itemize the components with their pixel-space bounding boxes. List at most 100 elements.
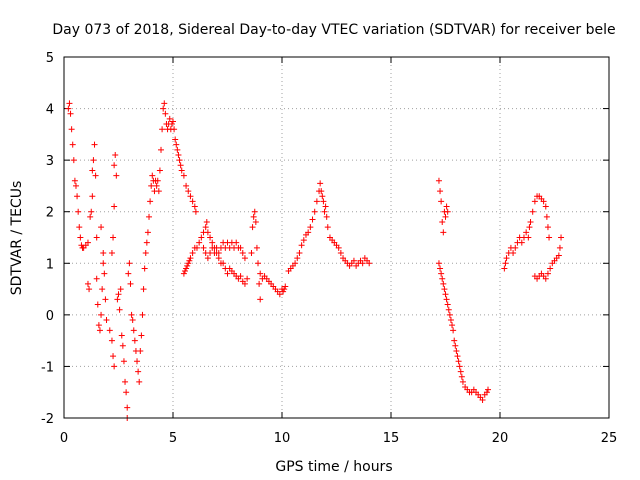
data-point <box>198 234 205 241</box>
data-point <box>189 249 196 256</box>
data-point <box>311 208 318 215</box>
data-point <box>185 188 192 195</box>
data-point <box>440 229 447 236</box>
data-point <box>86 286 93 293</box>
data-point <box>126 260 133 267</box>
data-point <box>184 262 191 269</box>
data-point <box>443 203 450 210</box>
y-tick-label: -2 <box>41 412 54 427</box>
x-tick-label: 15 <box>383 431 400 446</box>
data-point <box>501 265 508 272</box>
data-point <box>103 317 110 324</box>
data-point <box>174 146 181 153</box>
y-tick-label: -1 <box>41 360 54 375</box>
data-point <box>556 244 563 251</box>
data-point <box>67 110 74 117</box>
y-axis-label: SDTVAR / TECUs <box>9 181 25 296</box>
data-point <box>143 239 150 246</box>
data-point <box>296 249 303 256</box>
data-point <box>437 265 444 272</box>
data-point <box>115 291 122 298</box>
data-point <box>292 260 299 267</box>
data-point <box>244 275 251 282</box>
data-point <box>161 100 168 107</box>
data-point <box>69 141 76 148</box>
data-point <box>118 332 125 339</box>
data-point <box>249 224 256 231</box>
data-point <box>122 378 129 385</box>
data-point <box>512 244 519 251</box>
data-point <box>98 311 105 318</box>
data-point <box>111 162 118 169</box>
data-point <box>71 177 78 184</box>
data-point <box>544 270 551 277</box>
data-point <box>241 280 248 287</box>
data-point <box>84 239 91 246</box>
data-point <box>117 286 124 293</box>
data-point <box>108 337 115 344</box>
data-point <box>114 296 121 303</box>
data-point <box>248 249 255 256</box>
data-point <box>324 224 331 231</box>
data-point <box>155 188 162 195</box>
data-point <box>148 182 155 189</box>
data-point <box>207 234 214 241</box>
data-point <box>439 275 446 282</box>
data-point <box>102 296 109 303</box>
data-point <box>140 286 147 293</box>
data-point <box>135 368 142 375</box>
data-point <box>77 234 84 241</box>
data-point <box>335 244 342 251</box>
data-point <box>156 167 163 174</box>
data-point <box>204 229 211 236</box>
axis-ticks: -2 -1 0 1 2 3 4 5 0 5 10 15 20 25 <box>41 51 617 446</box>
x-axis-label: GPS time / hours <box>275 459 392 475</box>
data-point <box>215 255 222 262</box>
y-tick-label: 4 <box>46 103 54 118</box>
x-tick-label: 10 <box>274 431 291 446</box>
data-point <box>525 234 532 241</box>
data-point <box>241 255 248 262</box>
data-point <box>137 347 144 354</box>
data-point <box>502 260 509 267</box>
data-point <box>547 265 554 272</box>
data-point <box>178 167 185 174</box>
data-point <box>555 252 562 259</box>
data-point <box>110 234 117 241</box>
data-point <box>196 239 203 246</box>
data-point <box>119 342 126 349</box>
data-point <box>139 311 146 318</box>
data-point <box>99 286 106 293</box>
data-point <box>186 257 193 264</box>
data-point <box>138 332 145 339</box>
data-point <box>159 126 166 133</box>
data-point <box>257 270 264 277</box>
data-point <box>253 244 260 251</box>
data-point <box>455 358 462 365</box>
data-point <box>237 244 244 251</box>
data-point <box>74 193 81 200</box>
data-point <box>307 224 314 231</box>
data-point <box>300 237 307 244</box>
data-point <box>294 255 301 262</box>
data-point <box>100 260 107 267</box>
data-point <box>128 311 135 318</box>
data-point <box>112 151 119 158</box>
data-point <box>546 234 553 241</box>
data-point <box>176 157 183 164</box>
data-point <box>449 322 456 329</box>
data-point <box>280 288 287 295</box>
data-point <box>92 172 99 179</box>
data-point <box>445 306 452 313</box>
data-point <box>518 239 525 246</box>
plot-frame <box>63 56 610 419</box>
data-point <box>65 105 72 112</box>
data-point <box>446 311 453 318</box>
data-point <box>542 275 549 282</box>
data-point <box>252 219 259 226</box>
data-point <box>127 280 134 287</box>
data-point <box>438 270 445 277</box>
data-point <box>180 172 187 179</box>
data-point <box>204 255 211 262</box>
